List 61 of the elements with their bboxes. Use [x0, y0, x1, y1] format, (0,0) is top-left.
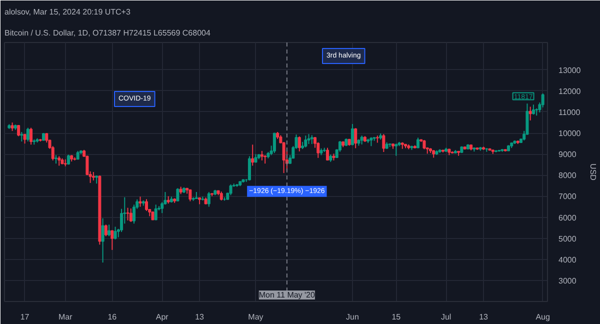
x-tick-label: Jul — [440, 312, 452, 322]
candlestick — [20, 131, 24, 142]
candlestick — [260, 150, 264, 161]
x-tick-label: 13 — [195, 312, 205, 322]
candlestick — [126, 207, 130, 221]
chart-title: Bitcoin / U.S. Dollar, 1D, O71387 H72415 L65569 C68004 — [4, 28, 211, 38]
y-tick-label: 7000 — [558, 192, 577, 202]
candlestick — [416, 137, 420, 148]
candlestick — [304, 135, 308, 148]
y-tick-label: 11000 — [558, 108, 581, 117]
candlestick — [17, 124, 20, 137]
y-tick-label: 5000 — [558, 234, 577, 244]
candlestick — [528, 106, 532, 121]
x-tick-label: Aug — [536, 312, 550, 322]
candlestick — [394, 143, 398, 156]
candlestick — [110, 230, 114, 250]
candlestick — [26, 127, 30, 142]
candlestick — [176, 188, 180, 202]
candlestick — [101, 218, 104, 264]
candlestick — [207, 192, 210, 208]
candlestick — [129, 208, 132, 222]
candlestick — [144, 198, 148, 212]
y-tick-label: 4000 — [558, 255, 577, 264]
candlestick — [30, 127, 33, 146]
candlestick — [248, 156, 251, 181]
candlestick — [382, 134, 386, 152]
y-tick-label: 10000 — [558, 129, 582, 138]
candlestick — [307, 134, 310, 144]
candlestick — [108, 224, 111, 237]
y-tick-label: 12000 — [558, 86, 582, 96]
candlestick — [354, 128, 358, 149]
x-tick-label: 16 — [108, 312, 118, 322]
candlestick — [251, 144, 254, 166]
chart-subtitle: alolsov, Mar 15, 2024 20:19 UTC+3 — [4, 8, 131, 16]
candlestick — [104, 224, 108, 237]
y-tick-label: 6000 — [558, 213, 577, 222]
x-tick-label: Jun — [346, 312, 359, 322]
x-tick-label: Apr — [156, 312, 169, 322]
candlestick — [58, 156, 61, 166]
x-tick-label: 15 — [392, 312, 402, 322]
y-tick-label: 8000 — [558, 171, 577, 180]
candlestick — [138, 196, 142, 208]
candlestick — [114, 226, 117, 240]
candlestick — [160, 202, 164, 214]
candlestick — [154, 204, 158, 221]
x-tick-label: 17 — [20, 312, 30, 322]
candlestick — [298, 136, 301, 152]
candlestick — [350, 123, 354, 146]
x-tick-label: 13 — [479, 312, 489, 322]
candlestick — [422, 139, 426, 150]
x-tick-label: May — [248, 312, 264, 322]
candlestick — [532, 104, 535, 116]
y-tick-label: 13000 — [558, 66, 582, 75]
candlestick — [326, 147, 330, 161]
y-axis-title: USD — [588, 164, 598, 181]
y-tick-label: 3000 — [558, 276, 577, 286]
candlestick — [272, 132, 276, 154]
ref-line-label: Mon 11 May '20 — [258, 290, 316, 300]
candlestick — [229, 184, 232, 196]
y-tick-label: 9000 — [558, 150, 577, 160]
x-tick-label: Mar — [58, 312, 73, 322]
